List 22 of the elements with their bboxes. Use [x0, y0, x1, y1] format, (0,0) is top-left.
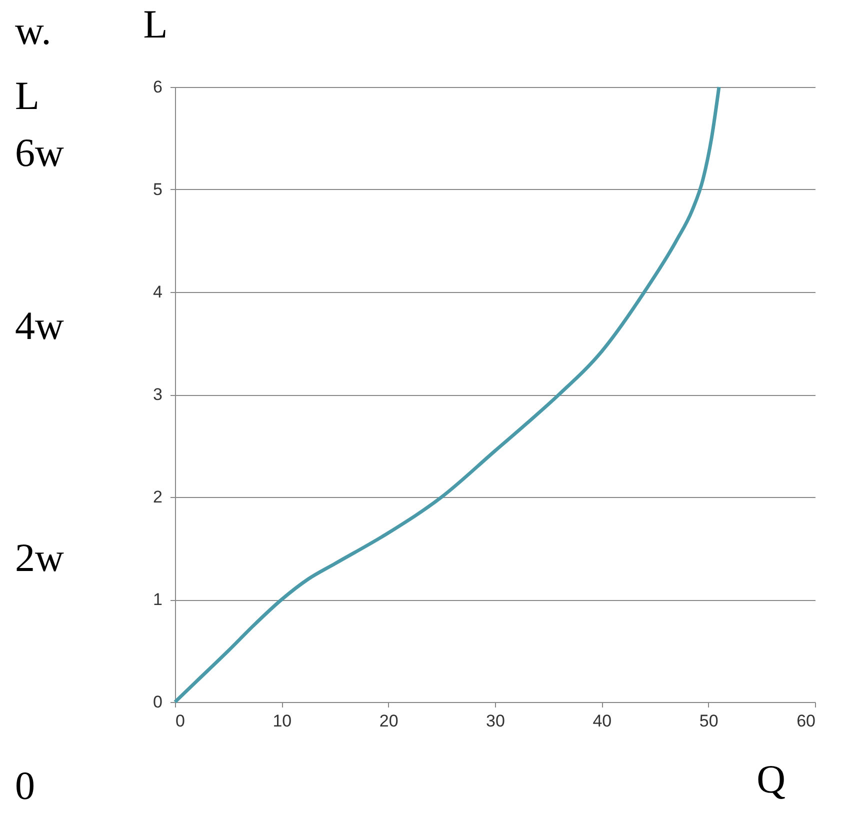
y-tick-label: 3 [153, 385, 162, 404]
y-axis-title: L [143, 2, 168, 46]
x-tick-label: 50 [699, 712, 718, 730]
text: 6w [15, 130, 64, 175]
x-axis-title: Q [756, 756, 786, 802]
text: w. [15, 8, 52, 53]
y-tick-label: 2 [153, 488, 162, 506]
x-tick-label: 30 [486, 712, 505, 730]
x-tick-label: 0 [176, 712, 185, 730]
x-tick-label: 40 [592, 712, 612, 730]
y-tick-label: 4 [153, 282, 162, 302]
text: L [15, 73, 40, 118]
x-tick-label: 20 [379, 712, 398, 730]
x-tick-label: 60 [796, 712, 816, 730]
y-tick-label: 0 [153, 692, 162, 712]
text: 2w [15, 535, 64, 580]
y-tick-label: 6 [153, 78, 162, 96]
text: 4w [15, 303, 64, 348]
y-tick-label: 5 [153, 180, 162, 199]
text: 0 [15, 763, 35, 808]
x-tick-label: 10 [272, 712, 292, 730]
y-tick-label: 1 [153, 590, 162, 609]
